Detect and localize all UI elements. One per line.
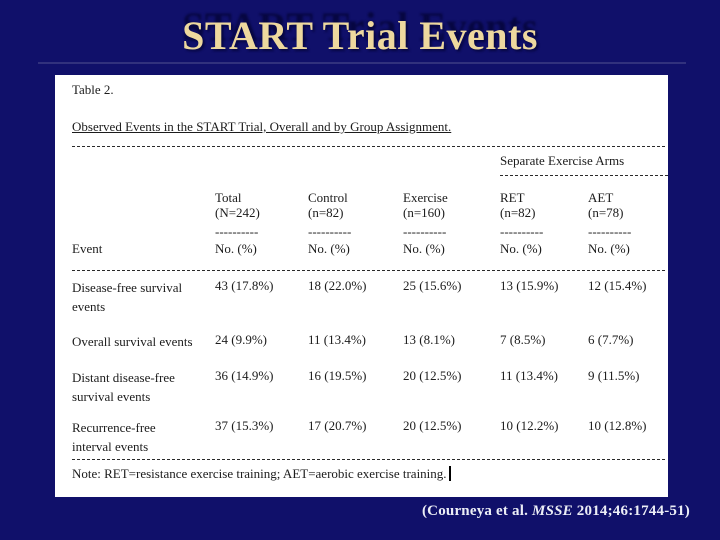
table-caption: Observed Events in the START Trial, Over…	[72, 119, 452, 134]
slide-title: START Trial Events	[182, 13, 538, 58]
column-header-control: Control (n=82) ---------- No. (%)	[308, 190, 403, 256]
column-header-aet: AET (n=78) ---------- No. (%)	[588, 190, 668, 256]
dashed-rule-bottom	[72, 459, 667, 460]
event-column-header: Event	[72, 241, 103, 256]
citation: (Courneya et al. MSSE 2014;46:1744-51)	[421, 503, 690, 519]
column-dash: ----------	[308, 224, 352, 239]
journal-name: MSSE	[532, 503, 573, 519]
table-label: Table 2.	[72, 82, 114, 97]
dashed-rule-header	[72, 270, 667, 271]
table-row: Overall survival events 24 (9.9%) 11 (13…	[72, 332, 634, 349]
column-header-ret: RET (n=82) ---------- No. (%)	[500, 190, 588, 256]
column-dash: ----------	[500, 224, 544, 239]
text-cursor	[448, 466, 451, 481]
dashed-rule-top	[72, 146, 667, 147]
table-row: Distant disease-free survival events 36 …	[72, 368, 640, 404]
column-dash: ----------	[403, 224, 447, 239]
column-dash: ----------	[588, 224, 632, 239]
column-header-total: Total (N=242) ---------- No. (%)	[215, 190, 308, 256]
table-row: Disease-free survival events 43 (17.8%) …	[72, 278, 647, 314]
column-dash: ----------	[215, 224, 259, 239]
separate-arms-span-header: Separate Exercise Arms	[500, 153, 625, 168]
table-card: Table 2. Observed Events in the START Tr…	[55, 75, 668, 497]
separate-arms-underline	[500, 175, 668, 176]
title-divider	[38, 62, 686, 64]
table-row: Recurrence-free interval events 37 (15.3…	[72, 418, 647, 454]
column-header-exercise: Exercise (n=160) ---------- No. (%)	[403, 190, 500, 256]
table-note: Note: RET=resistance exercise training; …	[72, 466, 451, 482]
table-header-row: Event Total (N=242) ---------- No. (%) Co…	[72, 190, 668, 256]
